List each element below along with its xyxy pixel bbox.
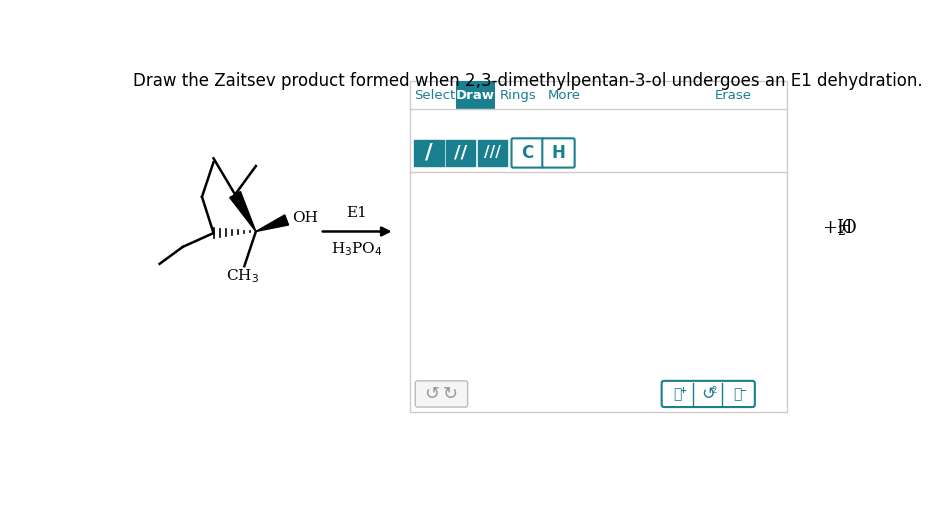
Text: //: // <box>454 144 467 162</box>
Text: Draw the Zaitsev product formed when 2,3-dimethylpentan-3-ol undergoes an E1 deh: Draw the Zaitsev product formed when 2,3… <box>133 72 922 90</box>
FancyBboxPatch shape <box>661 381 755 407</box>
Text: 🔍: 🔍 <box>674 387 682 401</box>
Text: +H: +H <box>822 219 852 237</box>
Bar <box>478 140 507 166</box>
Polygon shape <box>230 192 256 231</box>
Text: +: + <box>679 386 686 394</box>
Text: OH: OH <box>292 211 318 225</box>
FancyBboxPatch shape <box>415 381 467 407</box>
Text: −: − <box>739 386 746 394</box>
Text: ↺: ↺ <box>701 385 714 403</box>
FancyBboxPatch shape <box>511 138 543 168</box>
Text: Draw: Draw <box>456 89 495 102</box>
Text: Select: Select <box>414 89 455 102</box>
Text: ↻: ↻ <box>443 385 458 403</box>
Polygon shape <box>256 215 289 231</box>
Text: Erase: Erase <box>714 89 751 102</box>
Bar <box>456 81 495 109</box>
FancyBboxPatch shape <box>542 138 575 168</box>
Text: H: H <box>552 144 565 162</box>
Bar <box>414 140 444 166</box>
Text: E1: E1 <box>347 206 368 220</box>
Text: More: More <box>547 89 580 102</box>
Text: 🔍: 🔍 <box>733 387 742 401</box>
Text: 2: 2 <box>837 225 846 238</box>
Text: /: / <box>426 143 433 163</box>
Text: O: O <box>842 219 857 237</box>
Text: C: C <box>522 144 534 162</box>
Text: H$_3$PO$_4$: H$_3$PO$_4$ <box>331 241 383 259</box>
Bar <box>446 140 475 166</box>
Bar <box>409 81 788 412</box>
Text: ↺: ↺ <box>424 385 439 403</box>
Text: 2: 2 <box>712 386 716 394</box>
Text: Rings: Rings <box>500 89 536 102</box>
Text: CH$_3$: CH$_3$ <box>226 267 259 285</box>
Text: ///: /// <box>484 146 501 160</box>
